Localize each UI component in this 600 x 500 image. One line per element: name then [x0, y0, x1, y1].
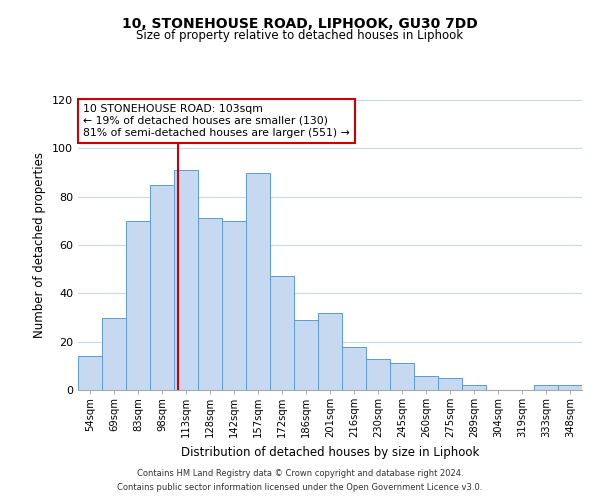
Bar: [126, 221, 150, 390]
Text: 10 STONEHOUSE ROAD: 103sqm
← 19% of detached houses are smaller (130)
81% of sem: 10 STONEHOUSE ROAD: 103sqm ← 19% of deta…: [83, 104, 350, 138]
Bar: [102, 318, 126, 390]
Bar: [222, 221, 246, 390]
Bar: [318, 312, 342, 390]
Bar: [270, 276, 294, 390]
Bar: [414, 376, 438, 390]
Text: Contains HM Land Registry data © Crown copyright and database right 2024.: Contains HM Land Registry data © Crown c…: [137, 468, 463, 477]
Bar: [150, 184, 174, 390]
Bar: [246, 172, 270, 390]
Bar: [462, 385, 486, 390]
Bar: [78, 356, 102, 390]
Bar: [342, 346, 366, 390]
Bar: [198, 218, 222, 390]
Bar: [534, 385, 558, 390]
Bar: [558, 385, 582, 390]
Bar: [438, 378, 462, 390]
Bar: [390, 364, 414, 390]
Bar: [366, 358, 390, 390]
Text: Contains public sector information licensed under the Open Government Licence v3: Contains public sector information licen…: [118, 484, 482, 492]
X-axis label: Distribution of detached houses by size in Liphook: Distribution of detached houses by size …: [181, 446, 479, 458]
Text: 10, STONEHOUSE ROAD, LIPHOOK, GU30 7DD: 10, STONEHOUSE ROAD, LIPHOOK, GU30 7DD: [122, 18, 478, 32]
Bar: [294, 320, 318, 390]
Y-axis label: Number of detached properties: Number of detached properties: [34, 152, 46, 338]
Bar: [174, 170, 198, 390]
Text: Size of property relative to detached houses in Liphook: Size of property relative to detached ho…: [136, 29, 464, 42]
